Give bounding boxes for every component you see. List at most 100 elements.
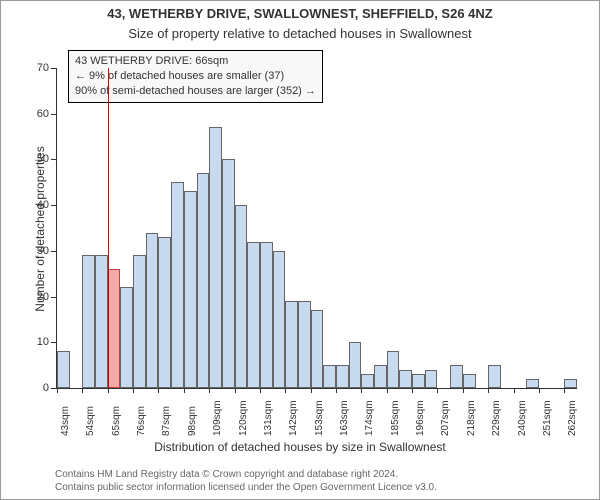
histogram-bar <box>235 205 248 388</box>
x-tick-label: 207sqm <box>440 400 451 436</box>
histogram-bar <box>285 301 298 388</box>
footer-credits: Contains HM Land Registry data © Crown c… <box>55 468 437 494</box>
y-tick-label: 70 <box>25 62 49 74</box>
y-tick-label: 0 <box>25 382 49 394</box>
footer-line1: Contains HM Land Registry data © Crown c… <box>55 468 437 481</box>
x-tick-label: 240sqm <box>517 400 528 436</box>
histogram-bar <box>222 159 235 388</box>
y-axis-label: Number of detached properties <box>33 139 47 319</box>
histogram-bar <box>247 242 260 388</box>
histogram-bar <box>273 251 286 388</box>
x-tick-mark <box>539 388 540 393</box>
marker-line <box>108 68 109 388</box>
y-tick-mark <box>51 388 56 389</box>
x-tick-label: 87sqm <box>161 406 172 436</box>
histogram-bar <box>82 255 95 388</box>
histogram-bar <box>387 351 400 388</box>
histogram-bar <box>463 374 476 388</box>
x-tick-mark <box>184 388 185 393</box>
x-tick-label: 54sqm <box>85 406 96 436</box>
histogram-bar <box>146 233 159 388</box>
x-tick-label: 262sqm <box>567 400 578 436</box>
histogram-bar <box>564 379 577 388</box>
histogram-bar <box>158 237 171 388</box>
x-tick-label: 109sqm <box>212 400 223 436</box>
x-tick-label: 153sqm <box>314 400 325 436</box>
x-tick-mark <box>311 388 312 393</box>
histogram-bar <box>374 365 387 388</box>
x-tick-label: 196sqm <box>415 400 426 436</box>
histogram-bar <box>425 370 438 388</box>
y-tick-mark <box>51 342 56 343</box>
histogram-bar <box>349 342 362 388</box>
x-tick-mark <box>361 388 362 393</box>
title-address: 43, WETHERBY DRIVE, SWALLOWNEST, SHEFFIE… <box>0 6 600 21</box>
chart-area: 01020304050607043sqm54sqm65sqm76sqm87sqm… <box>57 68 577 388</box>
x-tick-mark <box>285 388 286 393</box>
x-tick-label: 142sqm <box>288 400 299 436</box>
x-tick-mark <box>564 388 565 393</box>
footer-line2: Contains public sector information licen… <box>55 481 437 494</box>
histogram-bar <box>311 310 324 388</box>
x-tick-mark <box>108 388 109 393</box>
x-tick-label: 251sqm <box>542 400 553 436</box>
histogram-bar <box>488 365 501 388</box>
histogram-bar <box>95 255 108 388</box>
x-tick-label: 65sqm <box>111 406 122 436</box>
x-axis-label: Distribution of detached houses by size … <box>0 440 600 454</box>
x-tick-mark <box>488 388 489 393</box>
x-tick-label: 174sqm <box>364 400 375 436</box>
y-axis <box>56 68 57 388</box>
histogram-bar <box>361 374 374 388</box>
histogram-bar <box>298 301 311 388</box>
annotation-line1: 43 WETHERBY DRIVE: 66sqm <box>75 54 316 69</box>
x-tick-mark <box>57 388 58 393</box>
y-tick-mark <box>51 114 56 115</box>
x-tick-label: 76sqm <box>136 406 147 436</box>
histogram-bar <box>260 242 273 388</box>
histogram-bar <box>399 370 412 388</box>
y-tick-label: 60 <box>25 108 49 120</box>
x-tick-label: 43sqm <box>60 406 71 436</box>
histogram-bar <box>323 365 336 388</box>
y-tick-mark <box>51 159 56 160</box>
x-tick-label: 163sqm <box>339 400 350 436</box>
histogram-bar <box>412 374 425 388</box>
x-tick-mark <box>209 388 210 393</box>
histogram-bar <box>120 287 133 388</box>
x-tick-mark <box>412 388 413 393</box>
histogram-bar <box>450 365 463 388</box>
y-tick-mark <box>51 251 56 252</box>
title-subtitle: Size of property relative to detached ho… <box>0 26 600 41</box>
x-tick-mark <box>463 388 464 393</box>
x-tick-mark <box>133 388 134 393</box>
x-tick-label: 131sqm <box>263 400 274 436</box>
y-tick-mark <box>51 297 56 298</box>
x-tick-mark <box>514 388 515 393</box>
y-tick-mark <box>51 205 56 206</box>
histogram-bar <box>133 255 146 388</box>
x-axis <box>56 388 577 389</box>
x-tick-mark <box>82 388 83 393</box>
histogram-bar <box>108 269 121 388</box>
x-tick-mark <box>387 388 388 393</box>
x-tick-label: 98sqm <box>187 406 198 436</box>
histogram-bar <box>57 351 70 388</box>
y-tick-label: 10 <box>25 336 49 348</box>
histogram-bar <box>526 379 539 388</box>
x-tick-label: 185sqm <box>390 400 401 436</box>
chart-container: 43, WETHERBY DRIVE, SWALLOWNEST, SHEFFIE… <box>0 0 600 500</box>
y-tick-mark <box>51 68 56 69</box>
x-tick-mark <box>437 388 438 393</box>
histogram-bar <box>171 182 184 388</box>
x-tick-mark <box>336 388 337 393</box>
x-tick-mark <box>235 388 236 393</box>
x-tick-label: 120sqm <box>238 400 249 436</box>
x-tick-label: 218sqm <box>466 400 477 436</box>
histogram-bar <box>209 127 222 388</box>
histogram-bar <box>197 173 210 388</box>
x-tick-label: 229sqm <box>491 400 502 436</box>
histogram-bar <box>184 191 197 388</box>
x-tick-mark <box>260 388 261 393</box>
histogram-bar <box>336 365 349 388</box>
